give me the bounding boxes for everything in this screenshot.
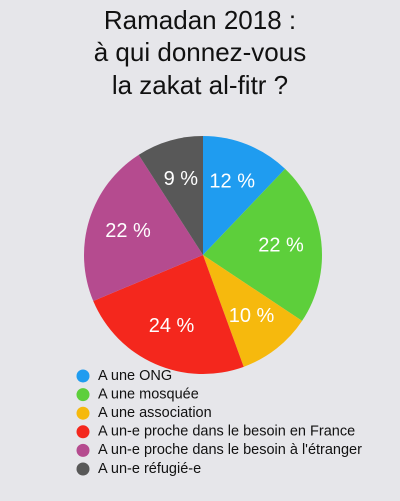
legend-label: A un-e réfugié-e xyxy=(98,461,201,477)
legend-swatch xyxy=(76,443,90,457)
legend-swatch xyxy=(76,462,90,476)
legend-label: A une ONG xyxy=(98,368,172,384)
value-label: 12 % xyxy=(209,170,255,192)
value-label: 24 % xyxy=(149,315,195,337)
pie-slice xyxy=(203,255,303,367)
pie-slice xyxy=(138,136,203,255)
legend-label: A un-e proche dans le besoin en France xyxy=(98,424,355,440)
legend-swatch xyxy=(76,369,90,383)
chart-title: Ramadan 2018 : xyxy=(104,5,296,35)
pie-slice xyxy=(93,255,244,375)
value-label: 10 % xyxy=(229,305,275,327)
value-label: 22 % xyxy=(105,220,151,242)
legend-label: A un-e proche dans le besoin à l'étrange… xyxy=(98,442,362,458)
legend-swatch xyxy=(76,388,90,402)
legend-label: A une mosquée xyxy=(98,386,199,402)
legend-swatch xyxy=(76,425,90,439)
legend-label: A une association xyxy=(98,405,212,421)
pie-slice xyxy=(203,136,286,255)
chart-title: la zakat al-fitr ? xyxy=(112,70,288,100)
value-label: 22 % xyxy=(258,235,304,257)
pie-slice xyxy=(84,154,203,301)
legend-swatch xyxy=(76,406,90,420)
chart-title: à qui donnez-vous xyxy=(94,37,306,67)
value-label: 9 % xyxy=(164,168,199,190)
pie-slice xyxy=(203,168,322,321)
